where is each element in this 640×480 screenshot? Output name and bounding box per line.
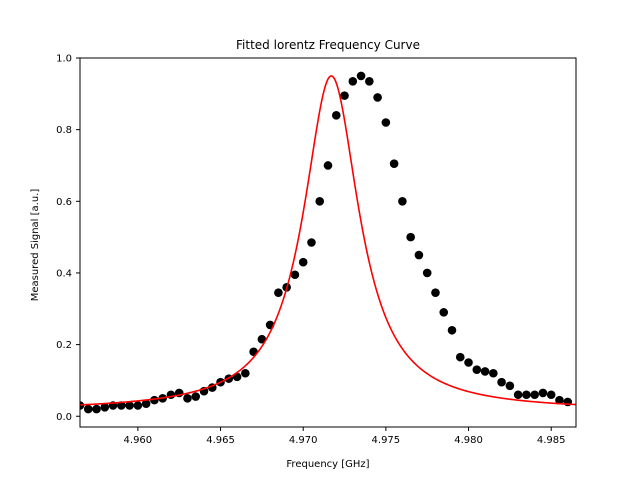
y-tick-label: 0.2 [56, 340, 72, 351]
data-point [298, 257, 308, 267]
data-point [439, 308, 449, 317]
data-layer [80, 71, 576, 414]
data-point [480, 367, 490, 376]
x-tick-label: 4.970 [289, 435, 318, 446]
data-point [389, 159, 399, 168]
data-point [414, 250, 424, 260]
data-point [315, 197, 325, 206]
y-tick-label: 1.0 [56, 54, 72, 65]
data-point [257, 334, 267, 344]
data-point [530, 390, 539, 400]
data-point [497, 377, 506, 387]
data-point [133, 401, 143, 410]
data-point [100, 403, 110, 412]
y-axis-label: Measured Signal [a.u.] [30, 189, 41, 302]
data-point [455, 352, 465, 362]
data-point [505, 381, 515, 391]
data-point [431, 288, 440, 297]
data-point [381, 118, 391, 127]
y-tick-label: 0.4 [56, 268, 72, 279]
data-point [555, 395, 564, 405]
data-point [546, 390, 556, 400]
fit-curve [80, 75, 576, 406]
x-tick-label: 4.965 [206, 435, 235, 446]
x-axis-label: Frequency [GHz] [286, 459, 369, 470]
data-point [348, 76, 358, 86]
data-point [464, 358, 473, 367]
chart-title: Fitted lorentz Frequency Curve [236, 38, 420, 52]
data-point [323, 161, 333, 170]
x-tick-label: 4.985 [537, 435, 566, 446]
data-point [241, 368, 250, 378]
data-point [340, 91, 349, 100]
x-tick-label: 4.980 [454, 435, 483, 446]
data-point [290, 270, 300, 280]
y-tick-label: 0.8 [56, 125, 72, 136]
data-point [356, 71, 366, 81]
axes-frame [79, 57, 577, 428]
data-point [406, 232, 415, 242]
data-point [513, 390, 523, 400]
x-axis-ticks: 4.960 4.965 4.970 4.975 4.980 4.985 [124, 427, 566, 446]
data-point [274, 288, 283, 297]
data-point [472, 365, 482, 374]
x-tick-label: 4.960 [124, 435, 153, 446]
x-tick-label: 4.975 [372, 435, 401, 446]
data-point [183, 394, 192, 403]
data-point [447, 325, 457, 335]
data-point [489, 368, 498, 378]
data-point [117, 401, 126, 410]
data-point [191, 392, 201, 401]
data-point [538, 388, 548, 398]
data-point [125, 401, 134, 410]
data-point [92, 404, 101, 414]
data-point [83, 404, 93, 414]
y-tick-label: 0.6 [56, 197, 72, 208]
data-point [307, 238, 316, 247]
data-point [141, 399, 151, 409]
data-point [373, 93, 382, 102]
data-point [398, 197, 407, 206]
data-point [365, 76, 374, 86]
data-point [331, 111, 341, 120]
y-tick-label: 0.0 [56, 412, 72, 423]
y-axis-ticks: 0.0 0.2 0.4 0.6 0.8 1.0 [56, 54, 80, 423]
data-point [422, 268, 432, 278]
data-point [522, 390, 531, 400]
